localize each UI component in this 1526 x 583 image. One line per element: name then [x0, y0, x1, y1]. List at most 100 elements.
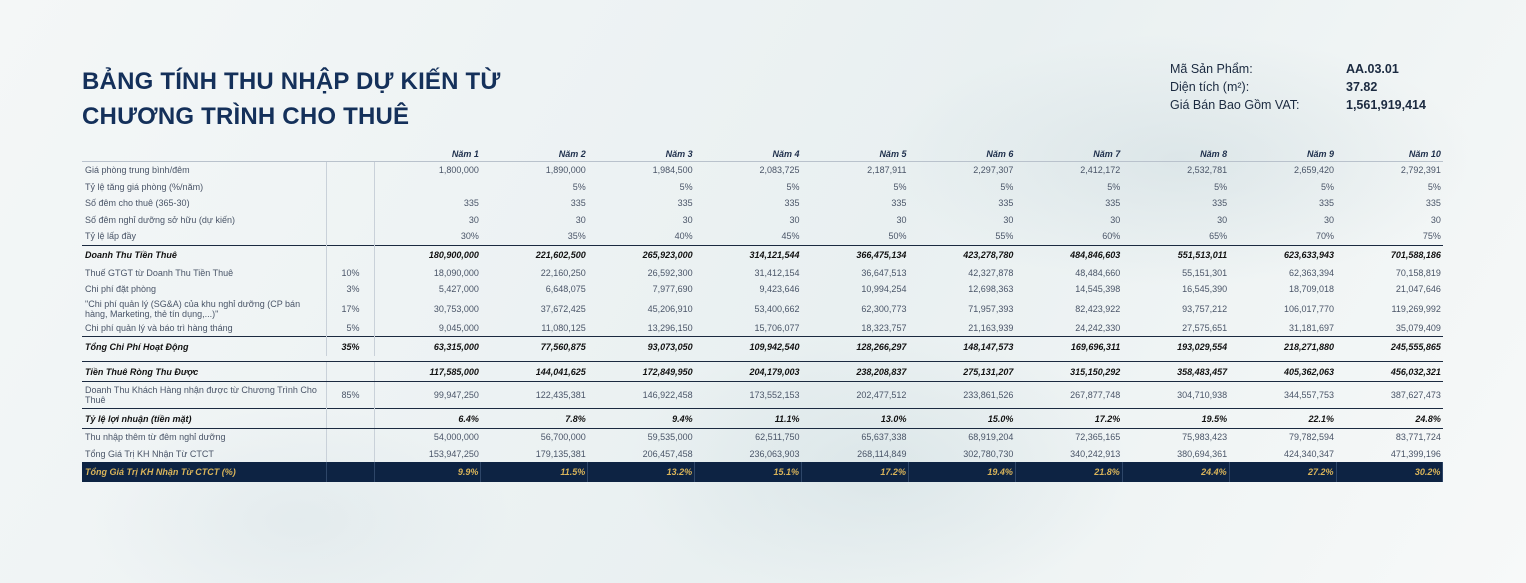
- cell-year-3: 40%: [674, 231, 693, 242]
- cell-year-5: 2,187,911: [867, 165, 907, 176]
- cell-year-3: 1,984,500: [652, 165, 693, 176]
- cell-year-7: 267,877,748: [1070, 390, 1121, 400]
- cell-year-9: 79,782,594: [1288, 432, 1335, 443]
- cell-year-7: 48,484,660: [1075, 267, 1121, 278]
- title-line-2: CHƯƠNG TRÌNH CHO THUÊ: [82, 103, 410, 130]
- cell-year-6: 423,278,780: [908, 244, 1016, 265]
- cell-year-9: 335: [1318, 198, 1335, 209]
- cell-year-2: 6,648,075: [545, 284, 586, 295]
- area-value: 37.82: [1346, 80, 1378, 94]
- cell-year-5: 62,300,773: [861, 303, 907, 314]
- row-label: Tiền Thuê Ròng Thu Được: [82, 361, 326, 382]
- cell-year-8: 193,029,554: [1122, 336, 1230, 356]
- row-label: Doanh Thu Khách Hàng nhận được từ Chương…: [85, 385, 317, 405]
- price-row: Giá Bán Bao Gồm VAT: 1,561,919,414: [1170, 96, 1470, 114]
- page-title: BẢNG TÍNH THU NHẬP DỰ KIẾN TỪ CHƯƠNG TRÌ…: [82, 64, 642, 134]
- cell-year-6: 55%: [995, 231, 1014, 242]
- cell-year-10: 24.8%: [1336, 408, 1443, 429]
- cell-year-8: 30: [1217, 214, 1228, 225]
- product-code-label: Mã Sản Phẩm:: [1170, 62, 1253, 76]
- table-row: Doanh Thu Khách Hàng nhận được từ Chương…: [82, 381, 1443, 409]
- area-row: Diện tích (m²): 37.82: [1170, 78, 1470, 96]
- cell-year-10: 5%: [1427, 181, 1441, 192]
- cell-year-4: 9,423,646: [759, 284, 800, 295]
- header-year-6: Năm 6: [908, 147, 1016, 162]
- cell-year-9: 106,017,770: [1283, 303, 1335, 314]
- cell-year-9: 2,659,420: [1293, 165, 1335, 176]
- title-line-1: BẢNG TÍNH THU NHẬP DỰ KIẾN TỪ: [82, 68, 501, 95]
- cell-year-10: 30: [1430, 214, 1441, 225]
- cell-year-1: 6.4%: [373, 408, 481, 429]
- cell-year-9: 30: [1324, 214, 1335, 225]
- cell-year-4: 31,412,154: [754, 267, 800, 278]
- table-row: Tiền Thuê Ròng Thu Được 117,585,000 144,04…: [82, 361, 1443, 382]
- row-percent: [325, 161, 374, 179]
- cell-year-2: 11,080,125: [541, 322, 586, 333]
- row-percent: 85%: [325, 381, 374, 409]
- cell-year-6: 68,919,204: [968, 432, 1014, 443]
- cell-year-5: 268,114,849: [857, 448, 907, 459]
- header-label-cell: [82, 147, 326, 162]
- cell-year-7: 169,696,311: [1015, 336, 1123, 356]
- cell-year-5: 17.2%: [801, 462, 909, 482]
- row-label: Thu nhập thêm từ đêm nghỉ dưỡng: [85, 432, 226, 443]
- header-year-3: Năm 3: [587, 147, 695, 162]
- cell-year-3: 45,206,910: [647, 303, 693, 314]
- cell-year-1: 335: [373, 195, 481, 212]
- cell-year-1: 30: [373, 211, 481, 228]
- cell-year-6: 30: [1003, 214, 1014, 225]
- cell-year-5: 36,647,513: [861, 267, 907, 278]
- row-percent: 10%: [325, 264, 374, 281]
- cell-year-9: 218,271,880: [1229, 336, 1337, 356]
- row-percent: 17%: [325, 297, 374, 320]
- cell-year-8: 380,694,361: [1177, 448, 1228, 459]
- cell-year-10: 30.2%: [1336, 462, 1444, 482]
- cell-year-3: 26,592,300: [647, 267, 693, 278]
- table-row: Chi phí quản lý và báo trì hàng tháng 5% 9…: [82, 319, 1443, 337]
- row-label: Thuế GTGT từ Doanh Thu Tiền Thuê: [85, 267, 234, 278]
- price-label: Giá Bán Bao Gồm VAT:: [1170, 98, 1300, 112]
- cell-year-5: 202,477,512: [856, 390, 907, 400]
- cell-year-10: 471,399,196: [1390, 448, 1441, 459]
- cell-year-7: 5%: [1107, 181, 1121, 192]
- header-year-4: Năm 4: [694, 147, 802, 162]
- row-label: Giá phòng trung bình/đêm: [85, 165, 190, 176]
- cell-year-3: 206,457,458: [642, 448, 693, 459]
- cell-year-3: 9.4%: [587, 408, 695, 429]
- cell-year-1: 9.9%: [373, 462, 482, 482]
- cell-year-1: 18,090,000: [373, 264, 481, 281]
- table-row: Tổng Giá Trị KH Nhận Từ CTCT 153,947,250 1…: [82, 445, 1443, 462]
- cell-year-4: 30: [789, 214, 800, 225]
- cell-year-3: 59,535,000: [647, 432, 693, 443]
- row-label: Tỷ lệ tăng giá phòng (%/năm): [85, 181, 204, 192]
- cell-year-5: 335: [891, 198, 907, 209]
- cell-year-7: 14,545,398: [1075, 284, 1121, 295]
- area-label: Diện tích (m²):: [1170, 80, 1250, 94]
- cell-year-10: 83,771,724: [1395, 432, 1441, 443]
- cell-year-3: 5%: [679, 181, 693, 192]
- cell-year-2: 122,435,381: [535, 390, 586, 400]
- cell-year-4: 236,063,903: [749, 448, 800, 459]
- cell-year-3: 30: [682, 214, 693, 225]
- table-row: Số đêm cho thuê (365-30) 335 335 335 335 335 3…: [82, 195, 1443, 212]
- cell-year-5: 10,994,254: [861, 284, 907, 295]
- cell-year-6: 2,297,307: [973, 165, 1014, 176]
- cell-year-8: 19.5%: [1122, 408, 1230, 429]
- product-code-value: AA.03.01: [1346, 62, 1399, 76]
- cell-year-1: 30,753,000: [373, 297, 481, 320]
- cell-year-4: 62,511,750: [755, 432, 800, 443]
- header-year-1: Năm 1: [374, 147, 481, 162]
- cell-year-1: 153,947,250: [373, 445, 481, 462]
- cell-year-8: 93,757,212: [1182, 303, 1228, 314]
- cell-year-2: 221,602,500: [480, 244, 588, 265]
- cell-year-7: 17.2%: [1015, 408, 1123, 429]
- cell-year-2: 37,672,425: [540, 303, 586, 314]
- cell-year-7: 2,412,172: [1080, 165, 1121, 176]
- cell-year-4: 15,706,077: [754, 322, 800, 333]
- cell-year-7: 315,150,292: [1015, 361, 1123, 382]
- header-year-8: Năm 8: [1122, 147, 1230, 162]
- cell-year-1: 63,315,000: [373, 336, 481, 356]
- cell-year-9: 62,363,394: [1288, 267, 1335, 278]
- cell-year-10: 70,158,819: [1395, 267, 1441, 278]
- cell-year-9: 405,362,063: [1229, 361, 1337, 382]
